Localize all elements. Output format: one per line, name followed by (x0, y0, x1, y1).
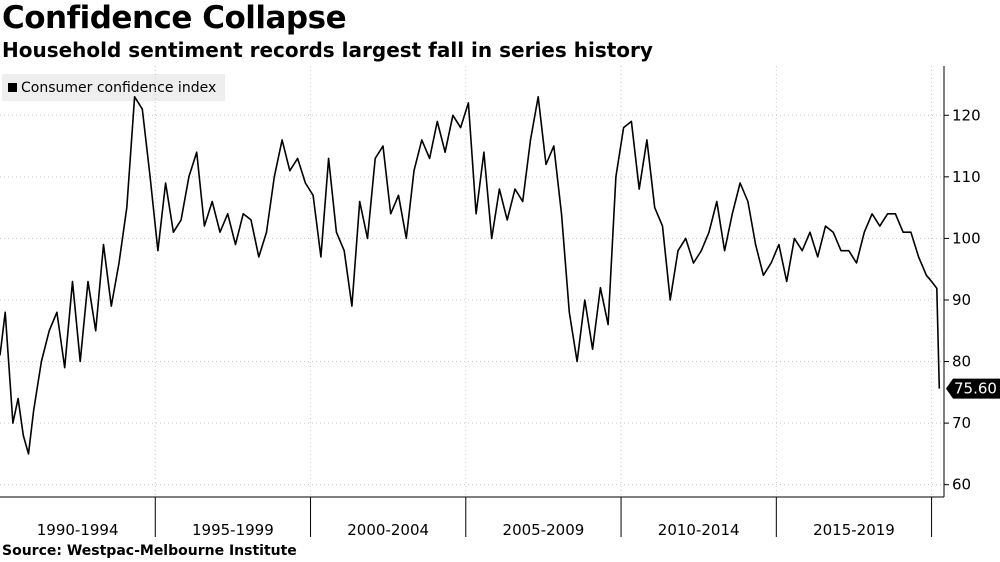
y-tick-label: 80 (952, 353, 971, 371)
source-note: Source: Westpac-Melbourne Institute (2, 543, 297, 559)
y-tick-label: 90 (952, 291, 971, 309)
legend-swatch (8, 83, 17, 92)
y-tick-label: 120 (952, 106, 981, 124)
x-tick-label: 2015-2019 (813, 521, 895, 539)
last-value-badge (946, 378, 1000, 399)
x-tick-label: 2005-2009 (503, 521, 585, 539)
x-tick-label: 1995-1999 (192, 521, 274, 539)
y-tick-label: 100 (952, 229, 981, 247)
legend: Consumer confidence index (2, 74, 226, 101)
last-value-label: 75.60 (954, 380, 997, 398)
chart-title: Confidence Collapse (2, 0, 347, 36)
x-tick-label: 1990-1994 (37, 521, 119, 539)
y-tick-label: 70 (952, 414, 971, 432)
y-tick-label: 60 (952, 476, 971, 494)
x-tick-label: 2000-2004 (347, 521, 429, 539)
x-tick-label: 2010-2014 (658, 521, 740, 539)
chart-subtitle: Household sentiment records largest fall… (2, 38, 653, 62)
y-tick-label: 110 (952, 168, 981, 186)
legend-label: Consumer confidence index (21, 79, 217, 96)
series-line-consumer-confidence (0, 96, 941, 455)
